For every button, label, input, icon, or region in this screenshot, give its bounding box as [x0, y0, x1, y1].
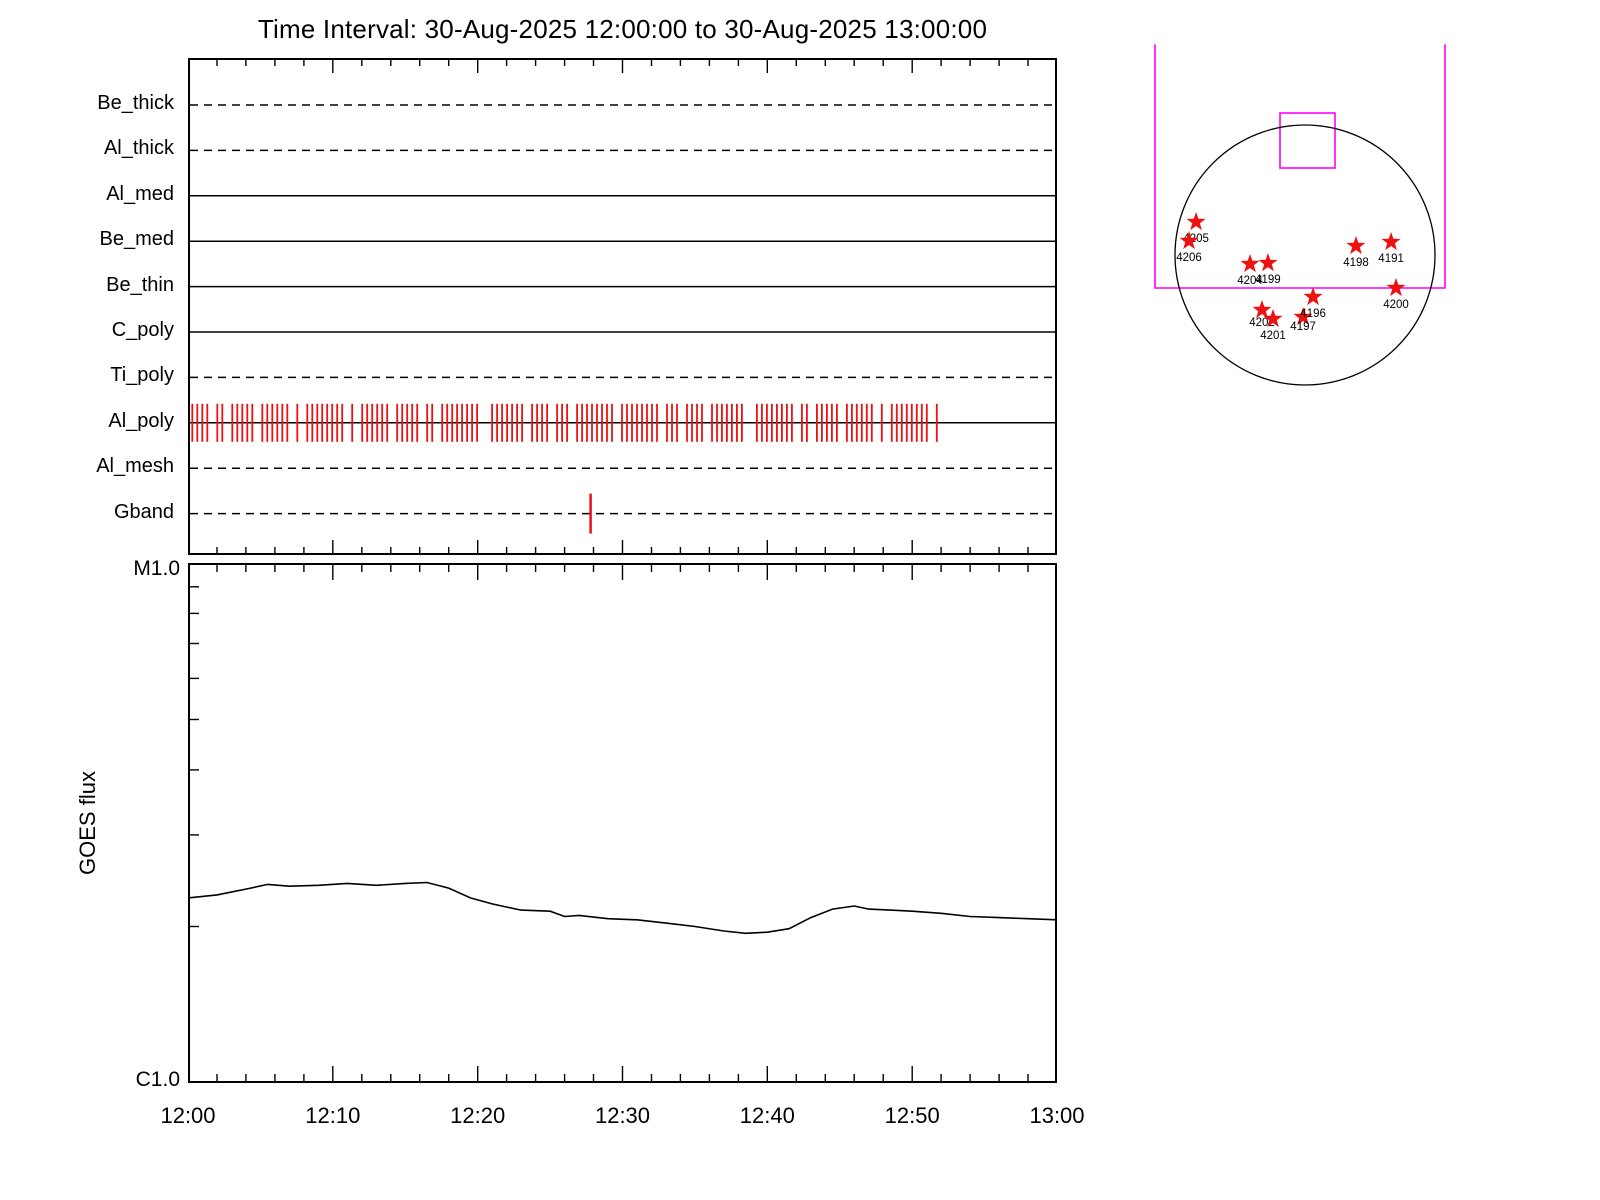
x-axis-tick-labels: 12:00 12:10 12:20 12:30 12:40 12:50 13:00	[160, 1103, 1084, 1133]
channel-label-C_poly: C_poly	[111, 319, 174, 341]
active-region-number: 4191	[1378, 253, 1404, 265]
active-region-star	[1240, 254, 1260, 273]
active-region-number: 4199	[1255, 274, 1281, 286]
channel-label-Al_thick: Al_thick	[103, 137, 174, 160]
x-tick-label: 12:00	[160, 1103, 216, 1128]
goes-flux-axis-label: GOES flux	[75, 771, 100, 875]
page-title: Time Interval: 30-Aug-2025 12:00:00 to 3…	[257, 14, 988, 44]
active-region-star	[1258, 253, 1278, 272]
x-tick-label: 12:50	[884, 1103, 940, 1128]
target-box	[1279, 112, 1336, 169]
x-tick-label: 12:10	[305, 1103, 361, 1128]
exposure-timeline-plot	[188, 58, 1057, 555]
fov-bracket	[1154, 44, 1446, 289]
active-region-number: 4196	[1300, 308, 1326, 320]
channel-label-Be_thick: Be_thick	[97, 92, 174, 114]
active-region-number: 4200	[1383, 299, 1409, 311]
channel-label-Al_poly: Al_poly	[108, 409, 174, 432]
active-region-star	[1346, 236, 1366, 255]
channel-label-Al_mesh: Al_mesh	[96, 455, 174, 478]
active-region-star	[1381, 232, 1401, 251]
active-region-star	[1386, 278, 1406, 297]
y-axis-top-label: M1.0	[133, 557, 180, 580]
active-region-star	[1293, 307, 1313, 326]
channel-label-Ti_poly: Ti_poly	[110, 364, 174, 387]
channel-label-Be_med: Be_med	[99, 228, 175, 251]
active-region-star	[1179, 231, 1199, 250]
x-tick-label: 12:40	[739, 1103, 795, 1128]
active-region-number: 4197	[1290, 321, 1316, 333]
active-region-number: 4201	[1260, 330, 1286, 342]
active-region-number: 4204	[1237, 275, 1263, 287]
active-region-number: 4206	[1176, 252, 1202, 264]
x-tick-label: 12:30	[594, 1103, 651, 1128]
goes-flux-curve	[188, 881, 1057, 935]
channel-label-Gband: Gband	[113, 500, 174, 523]
x-tick-label: 13:00	[1029, 1103, 1085, 1128]
y-axis-bottom-label: C1.0	[135, 1068, 180, 1091]
goes-flux-plot	[188, 563, 1057, 1083]
active-region-star	[1252, 300, 1272, 319]
channel-labels: Be_thick Al_thick Al_med Be_med Be_thin C_pol…	[0, 58, 181, 555]
active-region-star	[1263, 309, 1283, 328]
active-region-star	[1303, 287, 1323, 306]
active-region-star	[1186, 212, 1206, 231]
channel-label-Al_med: Al_med	[106, 182, 174, 205]
x-tick-label: 12:20	[450, 1103, 506, 1128]
channel-label-Be_thin: Be_thin	[106, 273, 174, 296]
active-region-number: 4198	[1343, 257, 1369, 269]
solar-disk-map: 4205420642044199419841914202420141974196…	[1154, 44, 1446, 386]
solar-limb	[1174, 124, 1436, 386]
